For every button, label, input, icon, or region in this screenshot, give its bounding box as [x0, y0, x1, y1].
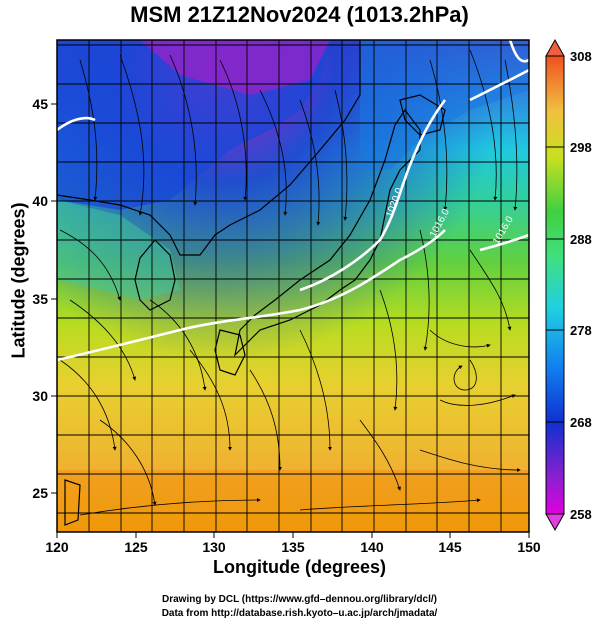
y-tick-label: 40 [32, 193, 48, 209]
y-tick-label: 45 [32, 96, 48, 112]
colorbar-min-arrow [545, 513, 565, 532]
x-tick-label: 125 [124, 539, 148, 555]
colorbar-scale [545, 55, 565, 515]
colorbar-tick-label: 268 [570, 415, 592, 430]
isobars [57, 40, 529, 362]
x-axis-label: Longitude (degrees) [212, 557, 386, 577]
x-tick-label: 140 [360, 539, 384, 555]
wind-streamlines [59, 49, 521, 516]
colorbar: 308 298 288 278 268 258 [545, 38, 592, 532]
x-tick-label: 130 [202, 539, 226, 555]
y-axis: 25 30 35 40 45 [32, 96, 57, 501]
colorbar-tick-label: 288 [570, 232, 592, 247]
x-tick-label: 145 [438, 539, 462, 555]
colorbar-tick-label: 308 [570, 49, 592, 64]
credits: Drawing by DCL (https://www.gfd–dennou.o… [0, 593, 599, 621]
y-tick-label: 35 [32, 291, 48, 307]
map-title: MSM 21Z12Nov2024 (1013.2hPa) [130, 2, 469, 27]
x-tick-label: 150 [517, 539, 541, 555]
coastlines [57, 40, 446, 526]
y-axis-label: Latitude (degrees) [8, 202, 29, 359]
x-tick-label: 120 [45, 539, 69, 555]
colorbar-tick-label: 278 [570, 323, 592, 338]
colorbar-tick-label: 258 [570, 507, 592, 522]
x-tick-label: 135 [281, 539, 305, 555]
colorbar-tick-label: 298 [570, 140, 592, 155]
credit-data: Data from http://database.rish.kyoto–u.a… [161, 608, 438, 619]
x-axis: 120 125 130 135 140 145 150 [45, 532, 541, 555]
credit-drawing: Drawing by DCL (https://www.gfd–dennou.o… [161, 594, 437, 605]
colorbar-max-arrow [545, 38, 565, 57]
y-tick-label: 25 [32, 485, 48, 501]
y-tick-label: 30 [32, 388, 48, 404]
